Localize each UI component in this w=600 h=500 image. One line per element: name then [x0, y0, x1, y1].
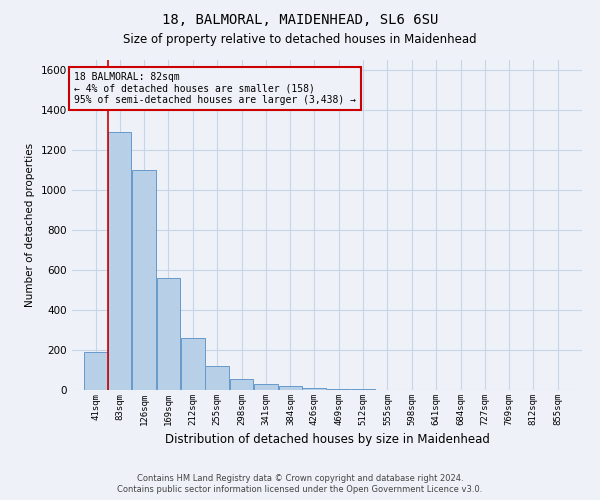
- Bar: [278, 386, 302, 390]
- Bar: [108, 132, 131, 390]
- Text: Contains HM Land Registry data © Crown copyright and database right 2024.
Contai: Contains HM Land Registry data © Crown c…: [118, 474, 482, 494]
- Text: Size of property relative to detached houses in Maidenhead: Size of property relative to detached ho…: [123, 32, 477, 46]
- Bar: [327, 389, 350, 390]
- Bar: [230, 379, 253, 390]
- Bar: [132, 170, 156, 390]
- Bar: [157, 278, 180, 390]
- Y-axis label: Number of detached properties: Number of detached properties: [25, 143, 35, 307]
- Text: 18 BALMORAL: 82sqm
← 4% of detached houses are smaller (158)
95% of semi-detache: 18 BALMORAL: 82sqm ← 4% of detached hous…: [74, 72, 356, 105]
- Bar: [205, 366, 229, 390]
- Bar: [302, 388, 326, 390]
- Bar: [84, 352, 107, 390]
- Text: 18, BALMORAL, MAIDENHEAD, SL6 6SU: 18, BALMORAL, MAIDENHEAD, SL6 6SU: [162, 12, 438, 26]
- Bar: [181, 338, 205, 390]
- X-axis label: Distribution of detached houses by size in Maidenhead: Distribution of detached houses by size …: [164, 434, 490, 446]
- Bar: [254, 384, 278, 390]
